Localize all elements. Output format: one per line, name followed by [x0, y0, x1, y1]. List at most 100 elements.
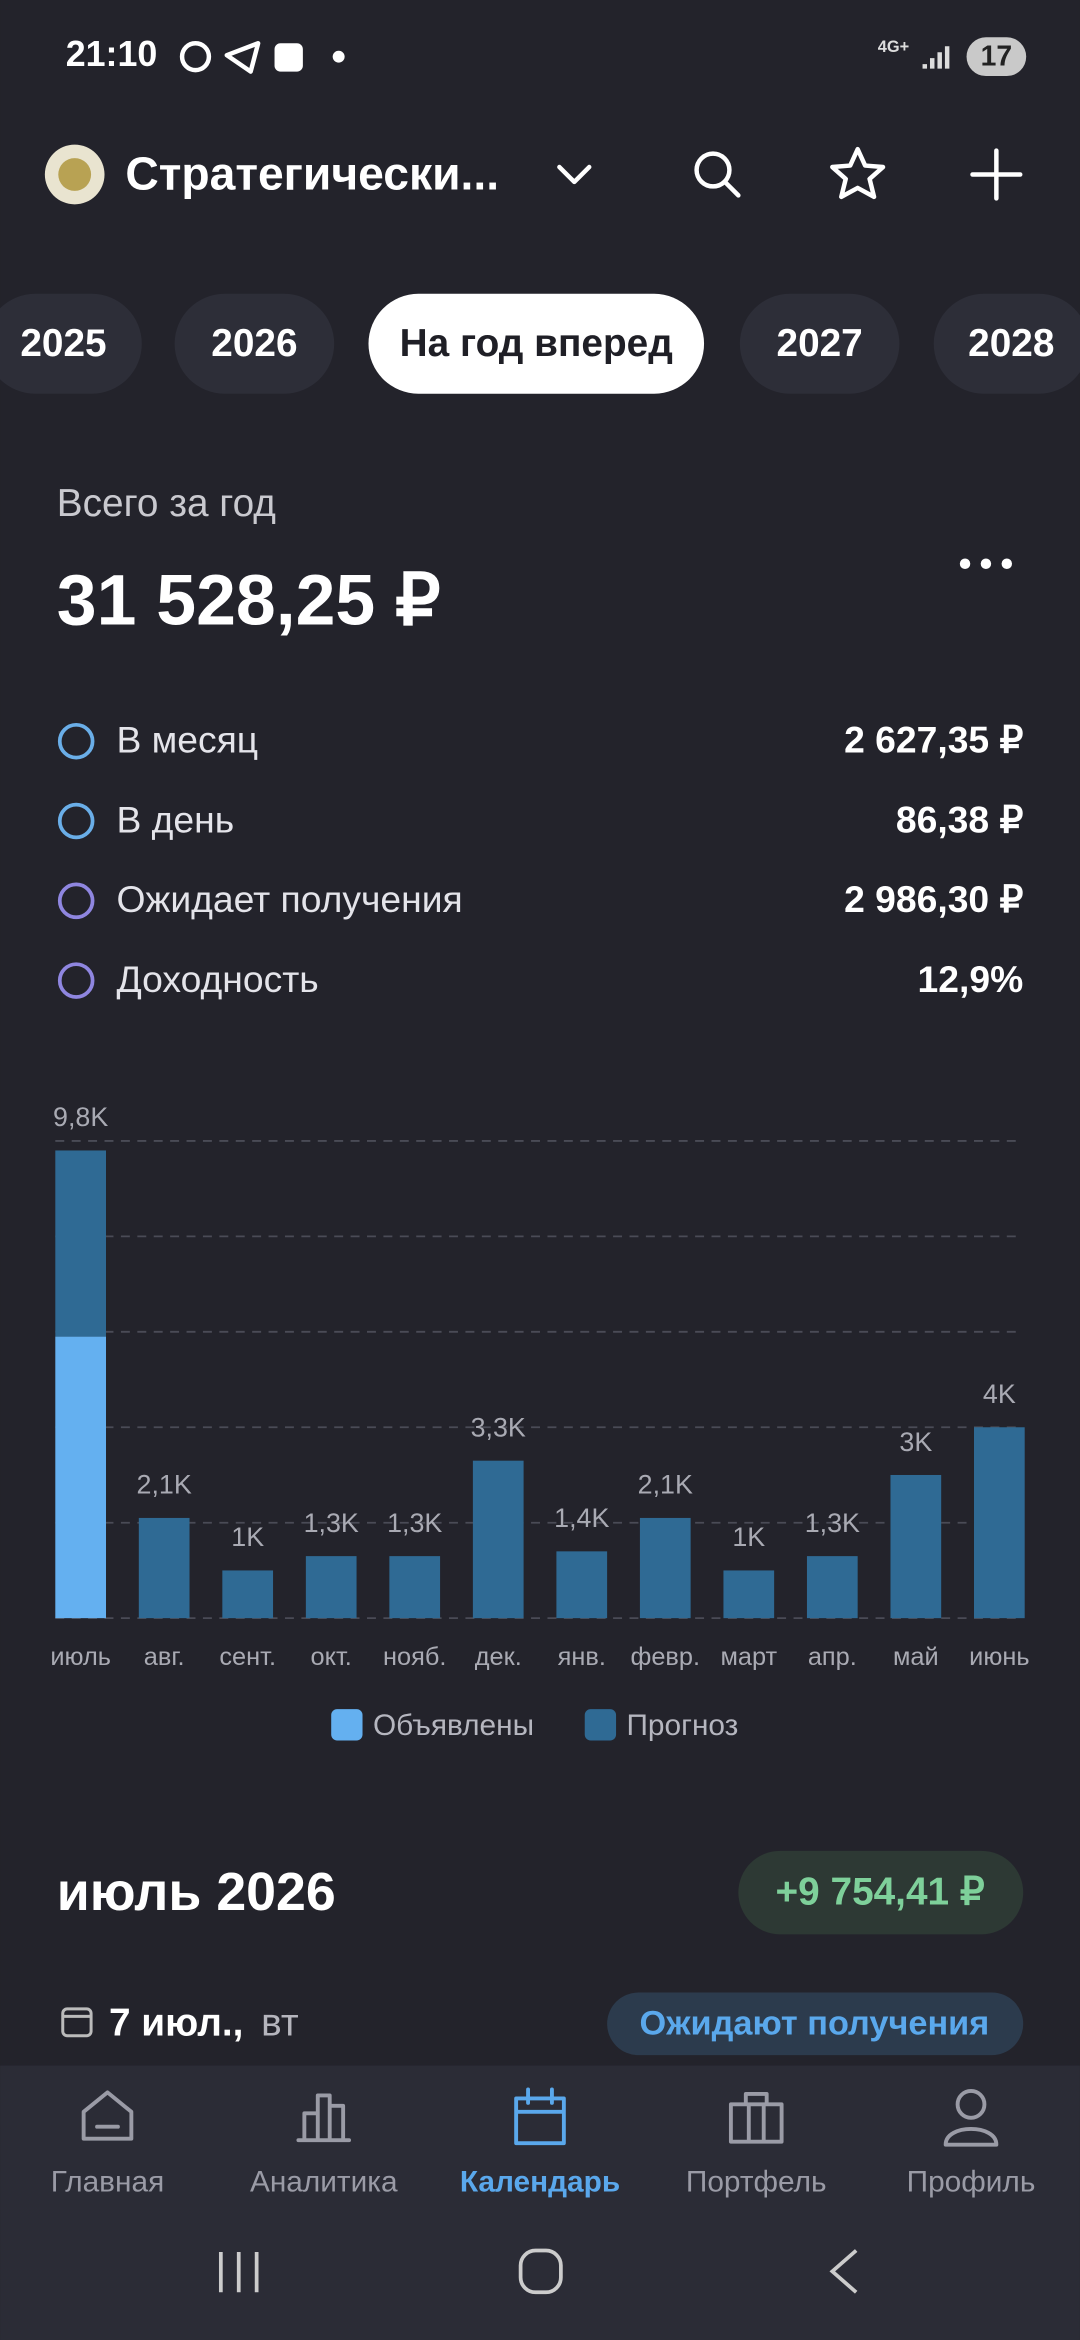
status-pill [607, 1992, 1024, 2056]
x-tick-label: дек. [475, 1643, 522, 1671]
bar-segment [305, 1556, 357, 1619]
bar-segment [138, 1517, 190, 1619]
status-icon [179, 41, 212, 73]
x-tick-label: февр. [631, 1643, 701, 1671]
bar-total-label: 1K [231, 1522, 264, 1552]
payment-weekday: вт [261, 2002, 299, 2045]
summary-label: Всего за год [57, 482, 276, 525]
stat-marker [57, 962, 95, 999]
more-menu[interactable] [959, 558, 1013, 569]
bar-segment [639, 1517, 691, 1619]
dot [980, 558, 992, 569]
x-tick-label: окт. [311, 1643, 352, 1671]
payment-status: Ожидают получения [640, 2004, 990, 2042]
bar-total-label: 2,1K [137, 1470, 192, 1500]
year-tab-label: На год вперед [400, 322, 673, 365]
signal-icon [922, 46, 950, 69]
nav-icon[interactable] [514, 2087, 566, 2146]
year-tab[interactable] [739, 293, 900, 394]
nav-icon[interactable] [296, 2093, 352, 2143]
bar-segment [389, 1556, 441, 1619]
year-tab[interactable] [368, 293, 705, 394]
bar-total-label: 1,4K [554, 1503, 609, 1533]
year-tab-label: 2026 [211, 322, 297, 365]
nav-label[interactable]: Календарь [460, 2165, 620, 2198]
status-dot [332, 50, 345, 63]
legend-label: Объявлены [373, 1709, 534, 1742]
stat-value: 2 986,30 ₽ [844, 878, 1023, 920]
battery [966, 37, 1027, 77]
year-tab[interactable] [933, 293, 1080, 394]
search-icon-handle [722, 179, 741, 198]
stat-label: Ожидает получения [116, 878, 462, 920]
legend-label: Прогноз [627, 1709, 739, 1742]
stat-label: В день [116, 798, 234, 840]
bar-segment [222, 1570, 274, 1619]
favorite-icon[interactable] [830, 146, 886, 200]
nav-items: Главная Аналитика Календарь Портфель Профиль [51, 2087, 1036, 2198]
stat-label: В месяц [116, 719, 258, 761]
stat-marker [57, 882, 95, 920]
x-tick-label: янв. [558, 1643, 606, 1671]
bar-total-label: 2,1K [638, 1470, 693, 1500]
stat-value: 2 627,35 ₽ [844, 719, 1023, 761]
dot [1001, 558, 1013, 569]
status-icon [274, 43, 303, 72]
bar-segment [806, 1556, 858, 1619]
summary-amount: 31 528,25 ₽ [57, 560, 441, 640]
x-tick-label: апр. [808, 1643, 857, 1671]
status-network: 4G+ [878, 38, 909, 56]
bar-total-label: 1,3K [805, 1508, 860, 1538]
nav-icon[interactable] [943, 2089, 999, 2147]
bar-segment [973, 1427, 1025, 1619]
stats: В месяц 2 627,35 ₽ В день 86,38 ₽ Ожидает по… [57, 719, 1024, 1000]
nav-icon[interactable] [81, 2090, 134, 2141]
calendar-small-icon [61, 2007, 93, 2038]
nav-label[interactable]: Профиль [907, 2165, 1036, 2198]
x-tick-label: авг. [144, 1643, 185, 1671]
year-tab[interactable] [174, 293, 335, 394]
search-icon[interactable] [694, 151, 732, 189]
bar-total-label: 1K [732, 1522, 765, 1552]
stat-marker [57, 722, 95, 760]
month-total-pill [738, 1850, 1024, 1935]
x-tick-label: март [720, 1643, 777, 1671]
legend-swatch [331, 1709, 363, 1741]
bar-segment [556, 1551, 608, 1619]
add-icon[interactable] [970, 148, 1023, 201]
portfolio-logo-inner [58, 158, 92, 191]
battery-level: 17 [981, 41, 1013, 73]
dropdown-icon[interactable] [557, 164, 592, 185]
nav-label[interactable]: Аналитика [250, 2165, 398, 2198]
nav-icon[interactable] [728, 2091, 784, 2144]
bottom-nav [0, 2065, 1080, 2340]
bar-segment [55, 1150, 107, 1337]
sys-recent[interactable] [218, 2252, 259, 2293]
month-total: +9 754,41 ₽ [776, 1870, 985, 1913]
bar-total-label: 1,3K [387, 1508, 442, 1538]
stat-value: 86,38 ₽ [896, 798, 1023, 840]
status-time: 21:10 [66, 34, 158, 74]
portfolio-title[interactable]: Стратегически... [125, 148, 499, 200]
bar-total-label: 1,3K [304, 1508, 359, 1538]
year-tab-label: 2027 [777, 322, 863, 365]
status-icon [224, 41, 261, 74]
nav-label[interactable]: Портфель [686, 2165, 827, 2198]
sys-home[interactable] [518, 2248, 563, 2295]
stat-value: 12,9% [918, 958, 1024, 1000]
x-tick-label: июль [50, 1643, 111, 1671]
year-tab[interactable] [0, 293, 142, 394]
bar-total-label: 3,3K [471, 1412, 526, 1442]
year-tab-label: 2028 [968, 322, 1054, 365]
payment-date: 7 июл., [109, 2002, 243, 2045]
bar-segment [55, 1336, 107, 1619]
x-tick-label: май [893, 1643, 939, 1671]
sys-back[interactable] [829, 2249, 858, 2294]
bar-segment [890, 1474, 942, 1619]
bar-segment [472, 1460, 524, 1619]
nav-label[interactable]: Главная [51, 2165, 164, 2198]
legend-swatch [584, 1709, 617, 1741]
x-tick-label: сент. [219, 1643, 276, 1671]
